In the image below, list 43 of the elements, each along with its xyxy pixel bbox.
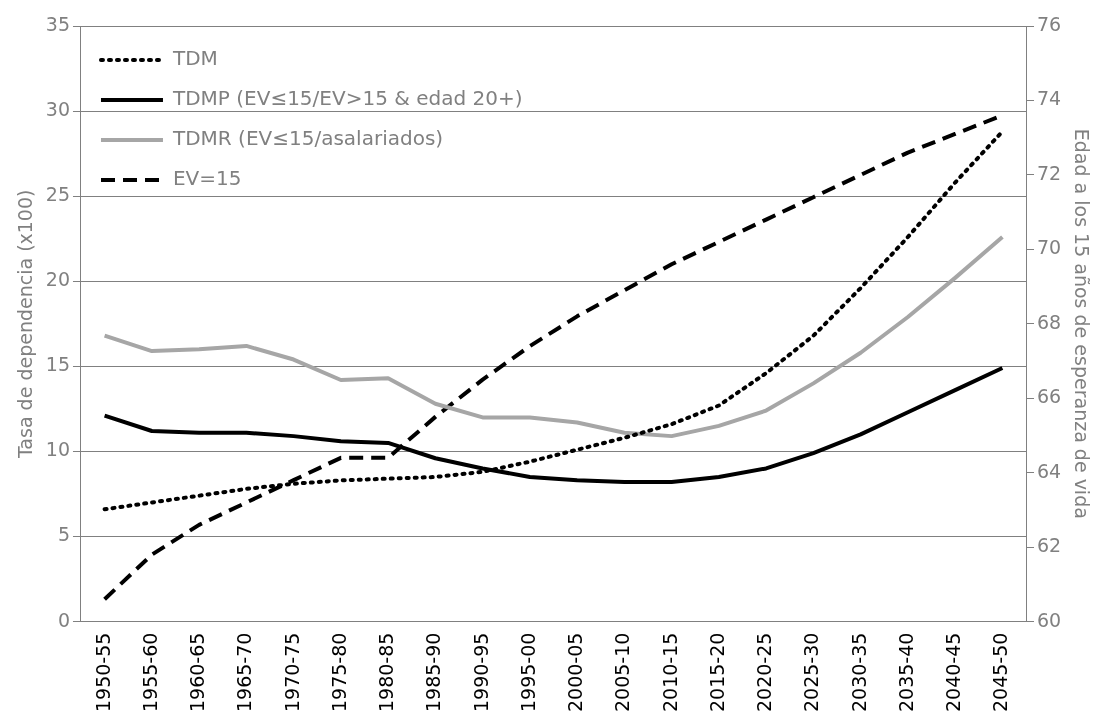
legend-label: TDMR (EV≤15/asalariados) [171, 126, 444, 151]
y-tick-label: 0 [57, 608, 70, 631]
legend-label: TDM [171, 46, 218, 71]
y2-tick-label: 64 [1037, 459, 1062, 482]
y2-tick-label: 66 [1037, 385, 1062, 408]
x-tick-label: 1960-65 [186, 632, 209, 712]
y-tick-label: 15 [45, 353, 70, 376]
y-tick-label: 25 [45, 183, 70, 206]
y2-tick-label: 60 [1037, 608, 1062, 631]
x-tick-label: 1990-95 [469, 632, 492, 712]
x-tick-label: 2010-15 [658, 632, 681, 712]
x-tick-label: 1970-75 [280, 632, 303, 712]
y-tick-label: 30 [45, 98, 70, 121]
y-tick-label: 20 [45, 268, 70, 291]
x-tick-label: 2015-20 [705, 632, 728, 712]
x-tick-label: 1985-90 [422, 632, 445, 712]
y2-tick-label: 74 [1037, 87, 1062, 110]
x-tick-label: 2040-45 [942, 632, 965, 712]
y2-tick-label: 72 [1037, 161, 1062, 184]
x-tick-label: 1965-70 [233, 632, 256, 712]
x-tick-label: 1975-80 [327, 632, 350, 712]
x-tick-label: 2045-50 [989, 632, 1012, 712]
legend-label: EV=15 [172, 166, 242, 191]
y-tick-label: 10 [45, 438, 70, 461]
legend-label: TDMP (EV≤15/EV>15 & edad 20+) [171, 86, 523, 111]
y2-tick-label: 76 [1037, 12, 1062, 35]
x-tick-label: 2000-05 [564, 632, 587, 712]
y2-axis-title: Edad a los 15 años de esperanza de vida [1070, 128, 1093, 519]
x-tick-label: 2030-35 [847, 632, 870, 712]
y2-tick-label: 70 [1037, 236, 1062, 259]
x-tick-label: 2020-25 [753, 632, 776, 712]
y2-tick-label: 68 [1037, 310, 1062, 333]
y-tick-label: 35 [45, 12, 70, 35]
x-tick-label: 2005-10 [611, 632, 634, 712]
x-tick-label: 1995-00 [516, 632, 539, 712]
y-tick-label: 5 [57, 523, 70, 546]
x-tick-label: 2025-30 [800, 632, 823, 712]
x-tick-label: 2035-40 [894, 632, 917, 712]
x-tick-label: 1955-60 [138, 632, 161, 712]
y-axis-title: Tasa de dependencia (x100) [14, 189, 37, 460]
y2-tick-label: 62 [1037, 534, 1062, 557]
x-tick-label: 1950-55 [91, 632, 114, 712]
x-tick-label: 1980-85 [375, 632, 398, 712]
